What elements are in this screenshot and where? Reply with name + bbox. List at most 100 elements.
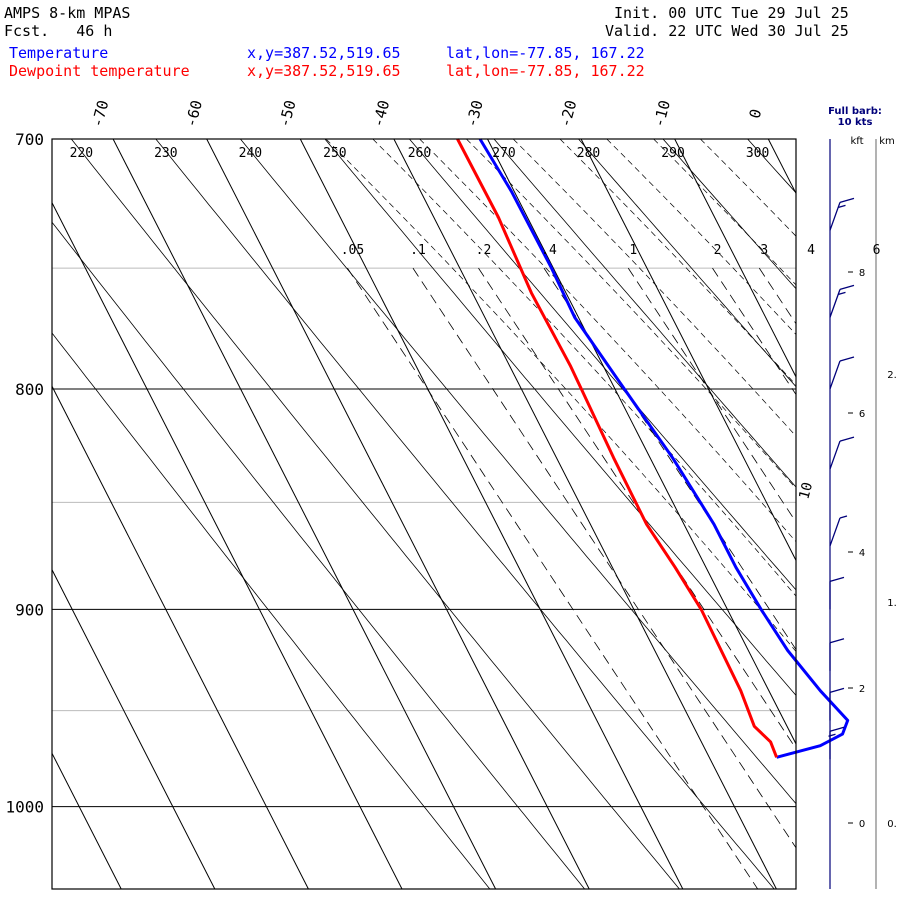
barb-legend-line2: 10 kts xyxy=(838,117,873,128)
temperature-xy: x,y=387.52,519.65 xyxy=(247,44,401,62)
temperature-latlon: lat,lon=-77.85, 167.22 xyxy=(446,44,645,62)
dry-adiabat xyxy=(409,139,796,591)
wind-barb xyxy=(829,356,855,390)
mixing-ratio-line xyxy=(543,267,796,651)
barb-legend-line1: Full barb: xyxy=(828,106,882,117)
barb-half-flag xyxy=(828,733,836,737)
dry-adiabat xyxy=(324,139,796,697)
mixing-ratio-line xyxy=(347,267,759,889)
barb-half-flag xyxy=(838,291,846,296)
dry-adiabat xyxy=(240,139,796,805)
barb-shaft xyxy=(829,289,841,318)
moist-adiabat xyxy=(606,139,796,335)
barb-flag xyxy=(839,197,855,203)
mixing-ratio-line xyxy=(412,267,796,849)
barb-flag xyxy=(829,687,845,694)
temperature-tick-label: -70 xyxy=(88,98,112,129)
wind-barb xyxy=(829,197,855,231)
moist-adiabat xyxy=(653,139,796,286)
height-kft-label: 8 xyxy=(859,268,865,279)
theta-label: 290 xyxy=(661,146,684,161)
isotherm-line xyxy=(580,139,796,562)
theta-label: 250 xyxy=(323,146,346,161)
mixing-ratio-line xyxy=(627,267,796,523)
theta-label: 300 xyxy=(746,146,769,161)
dry-adiabat xyxy=(52,221,585,889)
forecast-hour: Fcst. 46 h xyxy=(4,22,113,40)
pressure-tick-label: 800 xyxy=(15,380,44,399)
dry-adiabat xyxy=(662,139,796,290)
dry-adiabat xyxy=(52,332,491,889)
dry-adiabat xyxy=(70,139,680,889)
barb-shaft xyxy=(829,440,841,470)
dry-adiabat xyxy=(493,139,796,488)
mixing-ratio-label: .2 xyxy=(476,243,492,258)
height-km-label: 1. xyxy=(887,598,897,609)
isotherm-line xyxy=(299,139,684,889)
pressure-tick-label: 700 xyxy=(15,130,44,149)
height-kft-label: 0 xyxy=(859,819,865,830)
height-km-label: 2. xyxy=(887,370,897,381)
isotherm-line xyxy=(487,139,796,746)
km-axis-label: km xyxy=(879,136,895,147)
wind-barbs xyxy=(828,139,855,889)
isotherm-line xyxy=(52,752,122,889)
temperature-tick-label: -50 xyxy=(275,98,299,129)
isotherm-line xyxy=(112,139,497,889)
chart-title: AMPS 8-km MPAS xyxy=(4,4,131,22)
height-kft-label: 4 xyxy=(859,548,865,559)
moist-adiabat xyxy=(325,139,796,653)
wind-barb xyxy=(829,436,855,470)
background-grid xyxy=(52,139,900,889)
moist-adiabat xyxy=(372,139,796,597)
dewpoint-legend: Dewpoint temperature xyxy=(9,62,190,80)
wind-barb xyxy=(829,576,845,610)
temperature-legend: Temperature xyxy=(9,44,109,62)
mixing-ratio-label: 4 xyxy=(807,243,815,258)
dewpoint-latlon: lat,lon=-77.85, 167.22 xyxy=(446,62,645,80)
temperature-line xyxy=(478,138,850,759)
dry-adiabat xyxy=(578,139,796,388)
mixing-ratio-label: .4 xyxy=(541,243,557,258)
wind-barb xyxy=(829,515,848,547)
isotherm-line xyxy=(206,139,590,889)
wind-barb xyxy=(829,284,855,318)
mixing-ratio-label: 3 xyxy=(760,243,768,258)
wind-barb xyxy=(829,638,845,671)
wind-barb xyxy=(829,687,845,721)
theta-label: 220 xyxy=(70,146,93,161)
height-km-label: 0. xyxy=(887,819,897,830)
barb-flag xyxy=(839,284,855,291)
height-kft-label: 2 xyxy=(859,684,865,695)
pressure-tick-label: 900 xyxy=(15,600,44,619)
dry-adiabat xyxy=(155,139,775,889)
profile-lines xyxy=(456,138,850,759)
kft-axis-label: kft xyxy=(850,136,863,147)
valid-time: Valid. 22 UTC Wed 30 Jul 25 xyxy=(605,22,849,40)
mixing-ratio-label: 6 xyxy=(873,243,881,258)
mixing-ratio-label: 1 xyxy=(629,243,637,258)
isotherm-line xyxy=(674,139,796,378)
temperature-tick-label: 0 xyxy=(746,107,766,120)
temperature-tick-label: -10 xyxy=(650,98,674,129)
theta-e-label: 10 xyxy=(796,481,816,501)
mixing-ratio-line xyxy=(806,268,900,889)
barb-half-flag xyxy=(839,515,848,519)
temperature-tick-label: -40 xyxy=(369,98,393,129)
barb-shaft xyxy=(829,360,841,390)
theta-label: 270 xyxy=(492,146,515,161)
pressure-tick-label: 1000 xyxy=(5,798,44,817)
isotherm-line xyxy=(393,139,777,889)
barb-flag xyxy=(839,356,855,362)
mixing-ratio-label: .1 xyxy=(410,243,426,258)
isotherm-line xyxy=(52,385,309,889)
init-time: Init. 00 UTC Tue 29 Jul 25 xyxy=(614,4,849,22)
barb-flag xyxy=(839,436,855,442)
isotherm-line xyxy=(52,201,403,889)
barb-flag xyxy=(829,576,845,583)
barb-flag xyxy=(829,638,845,644)
theta-label: 260 xyxy=(408,146,431,161)
theta-label: 240 xyxy=(239,146,262,161)
